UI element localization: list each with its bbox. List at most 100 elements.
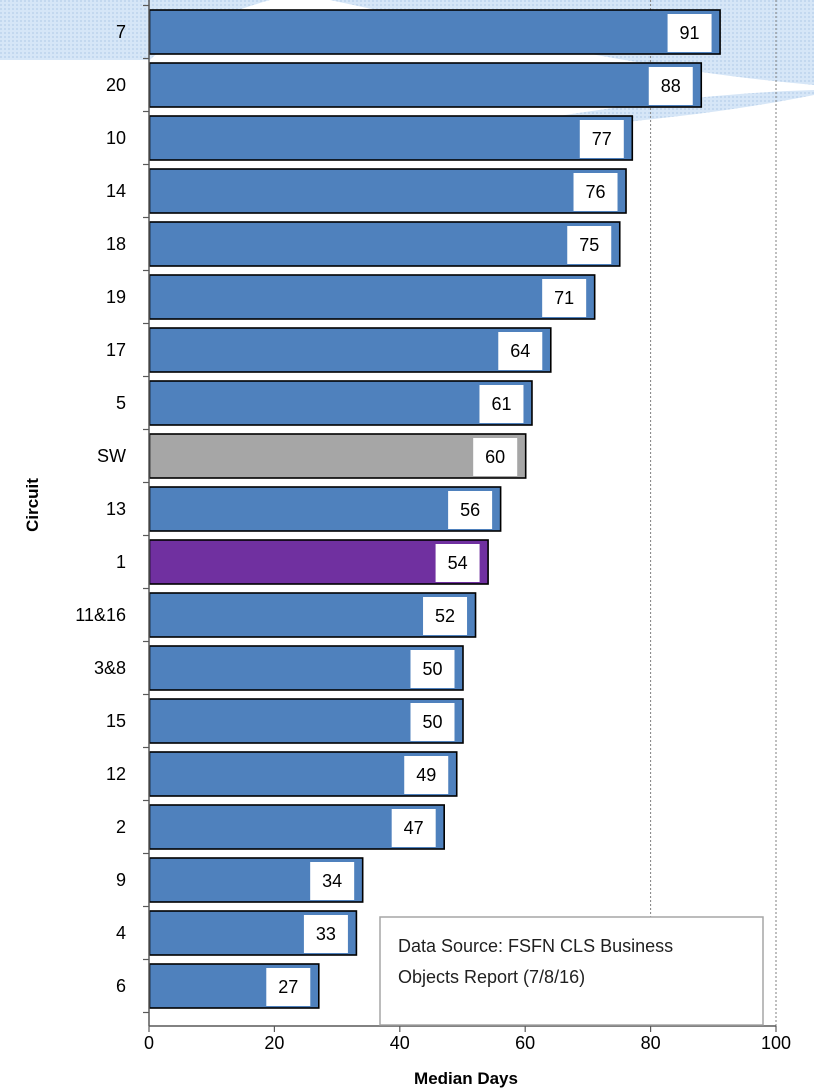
source-note-line-2: Objects Report (7/8/16) bbox=[398, 967, 585, 987]
bar-group-3&8: 50 bbox=[148, 645, 464, 691]
category-label-17: 17 bbox=[106, 340, 126, 360]
axes bbox=[143, 0, 777, 1032]
x-tick-labels: 0 20 40 60 80 100 bbox=[144, 1033, 791, 1053]
category-label-14: 14 bbox=[106, 181, 126, 201]
category-label-7: 7 bbox=[116, 22, 126, 42]
bar-SW bbox=[148, 433, 527, 479]
bar-13 bbox=[148, 486, 502, 532]
data-label-11&16: 52 bbox=[435, 606, 455, 626]
bar-14 bbox=[148, 168, 627, 214]
data-label-box-5 bbox=[479, 385, 524, 423]
category-label-SW: SW bbox=[97, 446, 126, 466]
data-label-box-2 bbox=[391, 809, 436, 847]
bar-19 bbox=[148, 274, 596, 320]
data-label-box-13 bbox=[448, 491, 493, 529]
data-label-box-19 bbox=[542, 279, 587, 317]
bar-group-2: 47 bbox=[148, 804, 445, 850]
category-label-5: 5 bbox=[116, 393, 126, 413]
category-label-2: 2 bbox=[116, 817, 126, 837]
y-axis-title: Circuit bbox=[23, 478, 42, 532]
data-label-6: 27 bbox=[278, 977, 298, 997]
bars: 91 88 77 76 75 71 64 61 60 56 54 52 50 50 49 47 34 33 27 bbox=[148, 9, 721, 1009]
data-label-9: 34 bbox=[322, 871, 342, 891]
category-label-18: 18 bbox=[106, 234, 126, 254]
source-note-line-1: Data Source: FSFN CLS Business bbox=[398, 936, 673, 956]
data-label-box-SW bbox=[473, 438, 518, 476]
bar-group-15: 50 bbox=[148, 698, 464, 744]
bar-group-19: 71 bbox=[148, 274, 596, 320]
bar-17 bbox=[148, 327, 552, 373]
bar-20 bbox=[148, 62, 703, 108]
bar-group-9: 34 bbox=[148, 857, 364, 903]
data-label-1: 54 bbox=[448, 553, 468, 573]
data-label-box-15 bbox=[410, 703, 455, 741]
gridlines bbox=[650, 0, 777, 1026]
bar-group-17: 64 bbox=[148, 327, 552, 373]
category-label-20: 20 bbox=[106, 75, 126, 95]
data-label-box-10 bbox=[579, 120, 624, 158]
data-label-SW: 60 bbox=[485, 447, 505, 467]
category-label-4: 4 bbox=[116, 923, 126, 943]
data-label-18: 75 bbox=[579, 235, 599, 255]
bar-10 bbox=[148, 115, 634, 161]
source-note-box bbox=[379, 916, 764, 1026]
category-label-9: 9 bbox=[116, 870, 126, 890]
bar-5 bbox=[148, 380, 533, 426]
category-label-15: 15 bbox=[106, 711, 126, 731]
data-label-box-7 bbox=[667, 14, 712, 52]
category-label-1: 1 bbox=[116, 552, 126, 572]
data-label-14: 76 bbox=[586, 182, 606, 202]
bar-1 bbox=[148, 539, 489, 585]
data-label-box-1 bbox=[435, 544, 480, 582]
bar-group-14: 76 bbox=[148, 168, 627, 214]
bar-group-6: 27 bbox=[148, 963, 320, 1009]
data-label-box-17 bbox=[498, 332, 543, 370]
bar-18 bbox=[148, 221, 621, 267]
x-tick-label-60: 60 bbox=[515, 1033, 535, 1053]
data-label-12: 49 bbox=[416, 765, 436, 785]
bar-7 bbox=[148, 9, 721, 55]
category-label-6: 6 bbox=[116, 976, 126, 996]
x-tick-label-40: 40 bbox=[390, 1033, 410, 1053]
category-label-13: 13 bbox=[106, 499, 126, 519]
data-label-15: 50 bbox=[422, 712, 442, 732]
data-label-4: 33 bbox=[316, 924, 336, 944]
data-label-box-12 bbox=[404, 756, 449, 794]
data-label-box-4 bbox=[303, 915, 348, 953]
category-label-10: 10 bbox=[106, 128, 126, 148]
bar-group-10: 77 bbox=[148, 115, 634, 161]
bar-11&16 bbox=[148, 592, 477, 638]
data-label-3&8: 50 bbox=[422, 659, 442, 679]
data-label-7: 91 bbox=[680, 23, 700, 43]
data-label-box-6 bbox=[266, 968, 311, 1006]
x-tick-label-80: 80 bbox=[641, 1033, 661, 1053]
bar-group-20: 88 bbox=[148, 62, 703, 108]
x-tick-label-0: 0 bbox=[144, 1033, 154, 1053]
data-label-box-3&8 bbox=[410, 650, 455, 688]
category-label-19: 19 bbox=[106, 287, 126, 307]
x-tick-label-20: 20 bbox=[264, 1033, 284, 1053]
category-label-3&8: 3&8 bbox=[94, 658, 126, 678]
data-label-17: 64 bbox=[510, 341, 530, 361]
data-label-13: 56 bbox=[460, 500, 480, 520]
bar-group-1: 54 bbox=[148, 539, 489, 585]
data-label-box-14 bbox=[573, 173, 618, 211]
bar-group-7: 91 bbox=[148, 9, 721, 55]
bar-group-11&16: 52 bbox=[148, 592, 477, 638]
bar-group-4: 33 bbox=[148, 910, 358, 956]
data-label-box-18 bbox=[567, 226, 612, 264]
data-label-19: 71 bbox=[554, 288, 574, 308]
bar-group-SW: 60 bbox=[148, 433, 527, 479]
category-label-12: 12 bbox=[106, 764, 126, 784]
data-label-box-11&16 bbox=[423, 597, 468, 635]
data-label-20: 88 bbox=[661, 76, 681, 96]
data-label-2: 47 bbox=[404, 818, 424, 838]
data-label-10: 77 bbox=[592, 129, 612, 149]
bar-group-12: 49 bbox=[148, 751, 458, 797]
data-label-box-9 bbox=[310, 862, 355, 900]
x-tick-label-100: 100 bbox=[761, 1033, 791, 1053]
data-label-box-20 bbox=[648, 67, 693, 105]
category-label-11&16: 11&16 bbox=[75, 605, 126, 625]
